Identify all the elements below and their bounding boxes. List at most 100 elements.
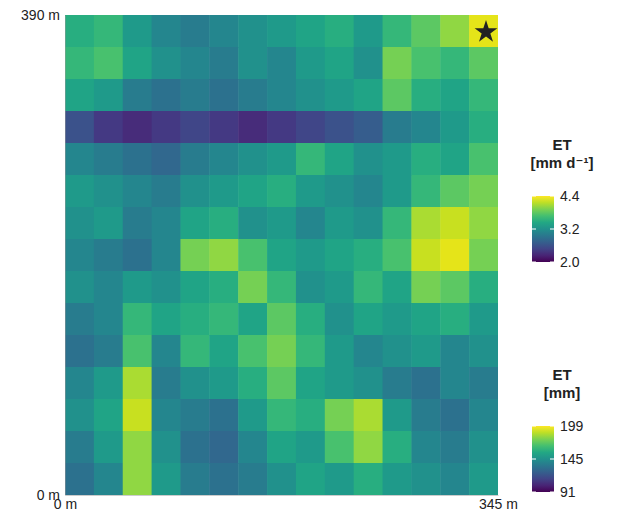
cell bbox=[152, 367, 181, 400]
colorbar-inner-tick bbox=[532, 229, 536, 230]
cell bbox=[152, 303, 181, 336]
cell bbox=[94, 207, 123, 240]
cell bbox=[296, 239, 325, 272]
cell bbox=[296, 175, 325, 208]
cell bbox=[383, 239, 412, 272]
cell bbox=[411, 367, 440, 400]
cell bbox=[94, 367, 123, 400]
cell bbox=[123, 335, 152, 368]
cell bbox=[209, 79, 238, 112]
cell bbox=[267, 47, 296, 80]
cell bbox=[354, 463, 383, 495]
cell bbox=[238, 47, 267, 80]
cell bbox=[209, 239, 238, 272]
cell bbox=[469, 239, 498, 272]
colorbar-tick-label: 91 bbox=[560, 484, 576, 500]
cell bbox=[469, 111, 498, 144]
colorbar-inner-tick bbox=[550, 492, 554, 493]
cell bbox=[267, 79, 296, 112]
cell bbox=[209, 303, 238, 336]
cell bbox=[180, 15, 209, 48]
y-tick-label: 0 m bbox=[37, 487, 60, 503]
cell bbox=[267, 431, 296, 464]
colorbar-gradient bbox=[532, 426, 554, 492]
cell bbox=[209, 143, 238, 176]
x-tick-label: 345 m bbox=[479, 496, 518, 512]
cell bbox=[267, 367, 296, 400]
cell bbox=[411, 79, 440, 112]
cell bbox=[325, 239, 354, 272]
cell bbox=[123, 15, 152, 48]
cell bbox=[152, 207, 181, 240]
colorbar-inner-tick bbox=[532, 492, 536, 493]
cell bbox=[65, 47, 94, 80]
cell bbox=[65, 79, 94, 112]
cell bbox=[411, 207, 440, 240]
cell bbox=[267, 175, 296, 208]
cell bbox=[238, 207, 267, 240]
cell bbox=[267, 303, 296, 336]
cell bbox=[325, 303, 354, 336]
cell bbox=[209, 399, 238, 432]
cell bbox=[354, 207, 383, 240]
cell bbox=[180, 111, 209, 144]
colorbar-inner-tick bbox=[550, 262, 554, 263]
cell bbox=[411, 463, 440, 495]
cell bbox=[238, 399, 267, 432]
colorbar-axis-line bbox=[554, 197, 555, 263]
cell bbox=[440, 47, 469, 80]
cell bbox=[440, 335, 469, 368]
cell bbox=[65, 15, 94, 48]
cell bbox=[354, 15, 383, 48]
cell bbox=[180, 271, 209, 304]
cell bbox=[238, 271, 267, 304]
y-axis-line bbox=[65, 16, 66, 496]
x-axis-line bbox=[66, 495, 499, 496]
cell bbox=[238, 15, 267, 48]
cell bbox=[411, 431, 440, 464]
colorbar-axis-line bbox=[554, 427, 555, 493]
cell bbox=[411, 47, 440, 80]
colorbar: ET[mm]91145199 bbox=[532, 366, 584, 500]
cell bbox=[354, 79, 383, 112]
cell bbox=[152, 431, 181, 464]
cell bbox=[440, 175, 469, 208]
cell bbox=[238, 111, 267, 144]
cell bbox=[238, 143, 267, 176]
colorbar-gradient bbox=[532, 196, 554, 262]
cell bbox=[411, 399, 440, 432]
cell bbox=[94, 175, 123, 208]
cell bbox=[209, 47, 238, 80]
colorbar-tick-label: 145 bbox=[560, 451, 584, 467]
cell bbox=[267, 463, 296, 495]
cell bbox=[354, 111, 383, 144]
cell bbox=[94, 47, 123, 80]
cell bbox=[152, 175, 181, 208]
cell bbox=[383, 207, 412, 240]
cell bbox=[209, 15, 238, 48]
y-tick: 390 m bbox=[21, 7, 65, 23]
cell bbox=[94, 79, 123, 112]
cell bbox=[123, 271, 152, 304]
cell bbox=[325, 207, 354, 240]
cell bbox=[180, 399, 209, 432]
chart: 0 m345 m0 m390 mET[mm d⁻¹]2.03.24.4ET[mm… bbox=[0, 0, 625, 525]
colorbar-tick: 4.4 bbox=[554, 188, 580, 204]
cell bbox=[325, 335, 354, 368]
cell bbox=[152, 15, 181, 48]
cell bbox=[440, 399, 469, 432]
cell bbox=[440, 15, 469, 48]
colorbar-inner-tick bbox=[532, 196, 536, 197]
cell bbox=[94, 271, 123, 304]
colorbar-tick: 199 bbox=[554, 418, 584, 434]
cell bbox=[411, 111, 440, 144]
cell bbox=[411, 303, 440, 336]
cell bbox=[94, 399, 123, 432]
cell bbox=[152, 47, 181, 80]
colorbar-inner-tick bbox=[550, 459, 554, 460]
colorbar-inner-tick bbox=[532, 459, 536, 460]
cell bbox=[383, 303, 412, 336]
cell bbox=[354, 399, 383, 432]
y-tick-label: 390 m bbox=[21, 7, 60, 23]
cell bbox=[152, 111, 181, 144]
